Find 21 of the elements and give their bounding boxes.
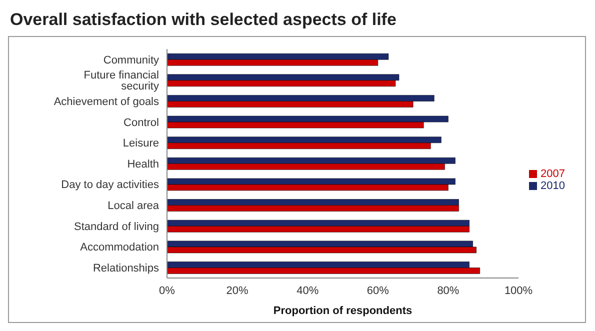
y-tick-label: Standard of living bbox=[74, 220, 159, 233]
y-tick-label: Relationships bbox=[92, 262, 160, 274]
legend-label: 2010 bbox=[540, 180, 565, 192]
y-tick-label: Leisure bbox=[122, 138, 159, 150]
x-tick-label: 80% bbox=[437, 284, 460, 297]
x-tick-label: 40% bbox=[296, 284, 319, 297]
x-tick-label: 0% bbox=[159, 284, 176, 297]
x-axis-title: Proportion of respondents bbox=[273, 305, 412, 317]
y-tick-label: Health bbox=[127, 158, 159, 170]
chart-title: Overall satisfaction with selected aspects of life bbox=[9, 9, 398, 31]
legend-label: 2007 bbox=[540, 168, 565, 180]
y-tick-label: Accommodation bbox=[80, 242, 159, 254]
y-tick-label: Community bbox=[103, 54, 160, 66]
x-tick-label: 60% bbox=[366, 284, 390, 297]
x-tick-label: 100% bbox=[504, 284, 533, 297]
x-tick-label: 20% bbox=[226, 284, 249, 297]
y-tick-label: Future financial security bbox=[84, 70, 160, 93]
y-tick-label: Achievement of goals bbox=[54, 96, 160, 108]
y-tick-label: Local area bbox=[108, 200, 160, 212]
y-tick-label: Control bbox=[124, 116, 159, 129]
y-tick-label: Day to day activities bbox=[61, 179, 160, 192]
